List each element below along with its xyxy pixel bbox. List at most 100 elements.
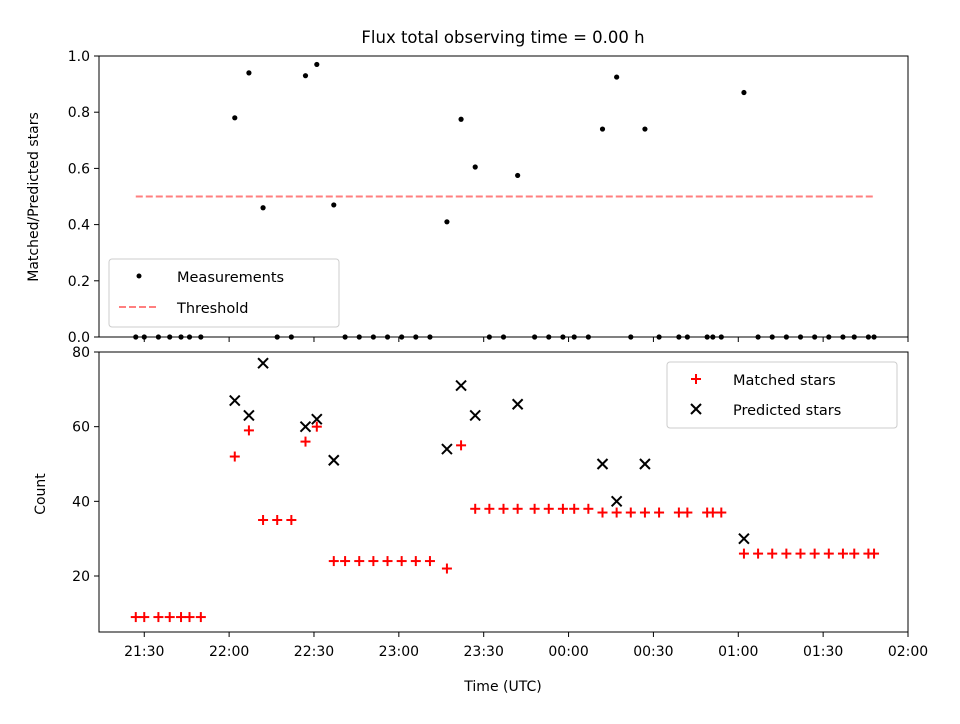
matched-stars-point (328, 556, 339, 567)
matched-stars-point (195, 612, 206, 623)
matched-stars-point (396, 556, 407, 567)
matched-stars-point (484, 503, 495, 514)
top-legend: Measurements Threshold (108, 258, 340, 328)
y-tick-label: 0.4 (68, 218, 90, 234)
measurement-point (302, 73, 309, 79)
predicted-stars-point (441, 443, 453, 455)
matched-stars-point (557, 503, 568, 514)
matched-stars-point (529, 503, 540, 514)
matched-stars-point (456, 440, 467, 451)
predicted-stars-point (243, 409, 255, 422)
x-tick-label: 23:30 (464, 644, 504, 660)
legend-threshold-label: Threshold (176, 301, 248, 317)
matched-stars-point (583, 503, 594, 514)
x-tick-label: 23:00 (379, 644, 419, 660)
predicted-stars-point (311, 413, 323, 425)
y-tick-label: 1.0 (68, 49, 90, 65)
bottom-axes-frame (98, 351, 909, 633)
matched-stars-point (311, 421, 322, 432)
chart-title: Flux total observing time = 0.00 h (361, 28, 644, 47)
matched-stars-point (707, 507, 718, 518)
bottom-y-ticks: 20 40 60 80 (72, 345, 99, 585)
measurement-point (741, 89, 747, 96)
matched-stars-point (767, 548, 778, 559)
top-axes-frame (98, 55, 909, 338)
measurement-point (614, 74, 620, 80)
matched-stars-point (781, 548, 792, 559)
matched-stars-point (300, 436, 311, 447)
predicted-stars-point (229, 394, 241, 407)
matched-stars-point (498, 503, 509, 514)
predicted-stars-point (639, 458, 651, 470)
matched-stars-point (849, 548, 860, 559)
matched-stars-point (823, 548, 834, 559)
bottom-plot-area (130, 357, 880, 623)
y-tick-label: 40 (72, 494, 90, 510)
matched-stars-point (512, 503, 523, 514)
matched-stars-point (176, 612, 187, 623)
matched-stars-point (130, 612, 141, 623)
x-tick-label: 21:30 (124, 644, 164, 660)
measurement-point (314, 61, 320, 68)
top-legend-box (108, 258, 340, 328)
matched-stars-point (673, 507, 684, 518)
measurement-point (515, 172, 521, 179)
predicted-stars-point (738, 532, 750, 545)
x-tick-label: 00:30 (633, 644, 673, 660)
matched-stars-point (753, 548, 764, 559)
measurement-point (232, 115, 238, 121)
measurement-point (260, 205, 266, 211)
predicted-stars-point (455, 379, 467, 392)
measurement-point (246, 70, 252, 76)
legend-matched-marker (691, 374, 701, 384)
predicted-stars-point (299, 420, 312, 433)
top-y-ticks: 0.0 0.2 0.4 0.6 0.8 1.0 (68, 49, 99, 346)
matched-stars-point (716, 507, 727, 518)
matched-stars-point (258, 515, 269, 525)
measurement-point (472, 164, 478, 170)
matched-stars-point (869, 548, 880, 559)
matched-stars-point (424, 556, 435, 567)
x-tick-label: 01:00 (718, 644, 758, 660)
y-tick-label: 0.2 (68, 274, 90, 290)
y-tick-label: 0.0 (68, 330, 90, 346)
matched-stars-point (682, 507, 693, 518)
matched-stars-point (164, 612, 175, 623)
bottom-y-axis-label: Count (33, 473, 49, 515)
matched-stars-point (597, 507, 608, 518)
predicted-stars-point (257, 357, 269, 369)
matched-stars-point (340, 556, 351, 567)
matched-stars-point (837, 548, 848, 559)
bottom-x-ticks: 21:30 22:00 22:30 23:00 23:30 00:00 00:30 01:00… (124, 632, 928, 660)
x-tick-label: 22:30 (294, 644, 334, 660)
predicted-stars-point (328, 454, 340, 466)
matched-stars-point (243, 425, 254, 436)
matched-stars-point (543, 503, 554, 514)
x-tick-label: 22:00 (209, 644, 249, 660)
matched-stars-point (470, 503, 481, 514)
legend-measurements-label: Measurements (177, 270, 284, 286)
y-tick-label: 20 (72, 569, 90, 585)
matched-stars-point (738, 548, 749, 559)
matched-stars-point (184, 612, 195, 623)
matched-stars-point (625, 507, 636, 518)
y-tick-label: 60 (72, 420, 90, 436)
bottom-legend: Matched stars Predicted stars (666, 361, 898, 429)
matched-stars-point (382, 556, 393, 567)
predicted-stars-point (610, 495, 623, 508)
y-tick-label: 0.8 (68, 105, 90, 121)
matched-stars-point (611, 507, 622, 518)
legend-predicted-label: Predicted stars (733, 403, 841, 419)
matched-stars-point (639, 507, 650, 518)
bottom-panel: 20 40 60 80 21:30 22:00 22:30 23:00 23:30 00:00 0… (33, 345, 928, 695)
measurement-point (642, 126, 648, 132)
measurement-point (331, 202, 337, 208)
measurement-point (458, 116, 464, 122)
matched-stars-point (139, 612, 150, 623)
x-tick-label: 02:00 (888, 644, 928, 660)
predicted-stars-point (511, 398, 524, 410)
matched-stars-point (795, 548, 806, 559)
bottom-legend-box (666, 361, 898, 429)
matched-stars-point (809, 548, 820, 559)
